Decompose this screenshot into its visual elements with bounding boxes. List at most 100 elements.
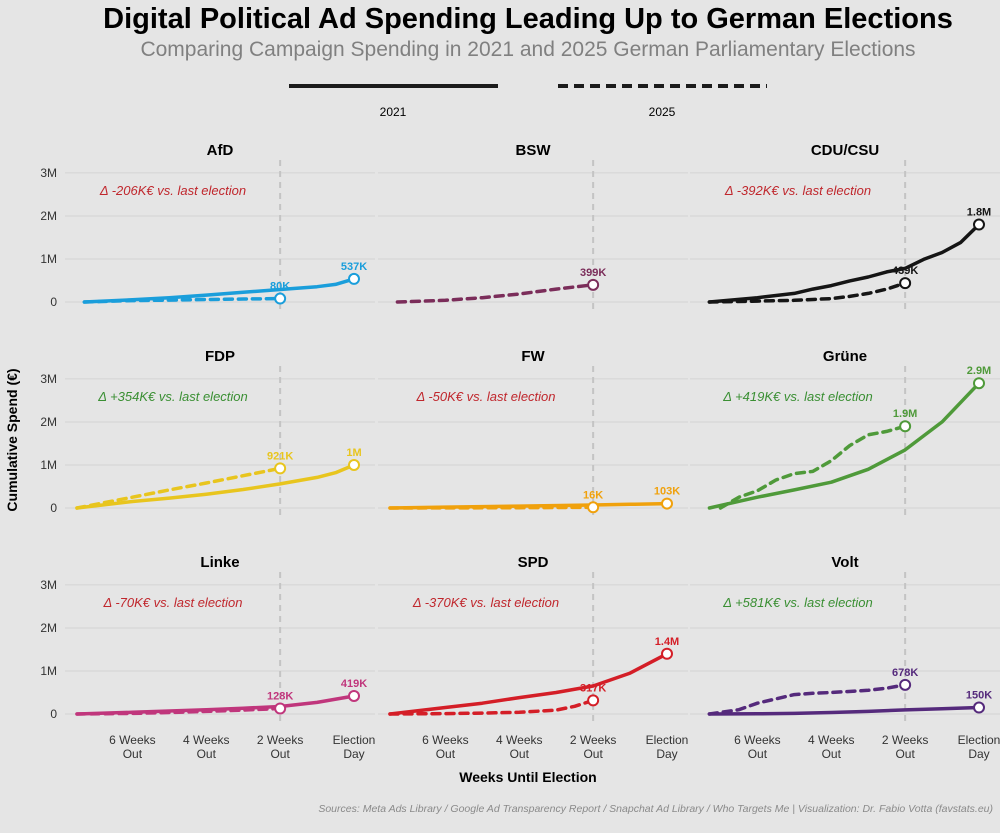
endpoint-label-2025: 921K [267,450,293,462]
series-2021-line [75,463,356,510]
endpoint-marker-2021 [661,647,673,660]
panel-bsw: BSW 399K [378,142,688,314]
y-tick-label: 3M [40,578,57,592]
endpoint-label-2025: 439K [892,265,918,277]
endpoint-label-2025: 678K [892,667,918,679]
panel-cdu-csu: CDU/CSU Δ -392K€ vs. last election 439K 1.8… [690,142,1000,314]
series-2025-line [388,505,595,510]
y-tick-label: 1M [40,458,57,472]
series-2025-line [82,296,282,304]
y-tick-label: 0 [50,295,57,309]
endpoint-marker-2025 [274,292,287,305]
x-tick-label: Out [895,747,915,761]
delta-annotation: Δ -70K€ vs. last election [102,595,242,610]
delta-annotation: Δ -370K€ vs. last election [412,595,559,610]
delta-annotation: Δ +354K€ vs. last election [97,389,248,404]
x-tick-label: Election [333,733,376,747]
x-tick-label: 6 Weeks [734,733,780,747]
endpoint-marker-2025 [587,501,600,514]
endpoint-marker-2025 [899,277,912,290]
x-tick-label: 6 Weeks [422,733,468,747]
endpoint-label-2025: 80K [270,281,290,293]
y-tick-label: 3M [40,372,57,386]
endpoint-label-2021: 419K [341,678,367,690]
endpoint-marker-2021 [348,689,360,702]
endpoint-label-2021: 103K [654,486,680,498]
x-tick-label: Out [822,747,842,761]
endpoint-label-2025: 1.9M [893,408,917,420]
x-tick-label: 2 Weeks [570,733,616,747]
endpoint-marker-2021 [661,497,673,510]
endpoint-label-2021: 1.8M [967,207,991,219]
source-footer: Sources: Meta Ads Library / Google Ad Tr… [318,803,993,815]
series-2025-line [707,683,907,716]
endpoint-marker-2025 [899,678,912,691]
series-2025-line [75,466,282,510]
endpoint-marker-2021 [973,377,985,390]
y-tick-label: 0 [50,707,57,721]
series-2025-line [395,283,595,304]
x-tick-label: 2 Weeks [257,733,303,747]
facet-panels: 0 1M 2M 3M AfD Δ -206K€ vs. last election 80K 5… [40,142,1000,761]
x-axis-title: Weeks Until Election [459,769,596,785]
endpoint-label-2025: 399K [580,267,606,279]
x-tick-label: Day [343,747,364,761]
endpoint-marker-2021 [973,701,985,714]
panel-title: CDU/CSU [811,142,879,159]
endpoint-label-2025: 317K [580,682,606,694]
series-2025-line [707,281,907,304]
x-tick-label: 4 Weeks [808,733,854,747]
endpoint-label-2025: 128K [267,690,293,702]
endpoint-marker-2021 [348,458,360,471]
y-tick-label: 1M [40,252,57,266]
y-tick-label: 1M [40,664,57,678]
endpoint-label-2021: 150K [966,690,992,702]
panel-linke: 0 1M 2M 3M Linke Δ -70K€ vs. last election 128… [40,554,375,761]
panel-fdp: 0 1M 2M 3M FDP Δ +354K€ vs. last election 921K… [40,348,375,520]
endpoint-marker-2025 [274,462,287,475]
x-tick-label: Out [197,747,217,761]
x-tick-label: Election [646,733,689,747]
y-tick-label: 3M [40,166,57,180]
x-tick-label: Out [436,747,456,761]
endpoint-marker-2021 [973,218,985,231]
x-tick-label: Election [958,733,1000,747]
endpoint-label-2021: 2.9M [967,365,991,377]
endpoint-label-2021: 537K [341,261,367,273]
x-tick-label: Day [656,747,677,761]
endpoint-label-2025: 16K [583,489,603,501]
panel-spd: SPD Δ -370K€ vs. last election 317K 1.4M 6 W… [378,554,688,761]
panel-title: FDP [205,348,235,365]
panel-volt: Volt Δ +581K€ vs. last election 678K 150K 6 … [690,554,1000,761]
endpoint-marker-2025 [899,420,912,433]
legend: 2021 2025 [289,84,767,119]
series-2021-line [388,652,669,716]
delta-annotation: Δ -392K€ vs. last election [724,183,871,198]
chart-title: Digital Political Ad Spending Leading Up… [103,3,953,35]
endpoint-marker-2025 [274,702,287,715]
panel-title: Linke [200,554,239,571]
panel-afd: 0 1M 2M 3M AfD Δ -206K€ vs. last election 80K 5… [40,142,375,314]
x-tick-label: Out [583,747,603,761]
endpoint-marker-2025 [587,278,600,291]
chart-subtitle: Comparing Campaign Spending in 2021 and … [140,38,915,61]
panel-title: Grüne [823,348,867,365]
panel-gr-ne: Grüne Δ +419K€ vs. last election 1.9M 2.9M [690,348,1000,520]
x-tick-label: 4 Weeks [183,733,229,747]
delta-annotation: Δ -206K€ vs. last election [99,183,246,198]
delta-annotation: Δ +419K€ vs. last election [722,389,873,404]
endpoint-marker-2025 [587,694,600,707]
legend-2021-label: 2021 [380,105,407,119]
y-axis-title: Cumulative Spend (€) [4,368,20,511]
y-tick-label: 2M [40,415,57,429]
delta-annotation: Δ +581K€ vs. last election [722,595,873,610]
x-tick-label: Day [968,747,989,761]
series-2021-line [707,222,981,304]
series-2025-line [718,424,907,510]
y-tick-label: 2M [40,621,57,635]
x-tick-label: Out [123,747,143,761]
panel-title: Volt [831,554,858,571]
x-tick-label: Out [270,747,290,761]
delta-annotation: Δ -50K€ vs. last election [415,389,555,404]
